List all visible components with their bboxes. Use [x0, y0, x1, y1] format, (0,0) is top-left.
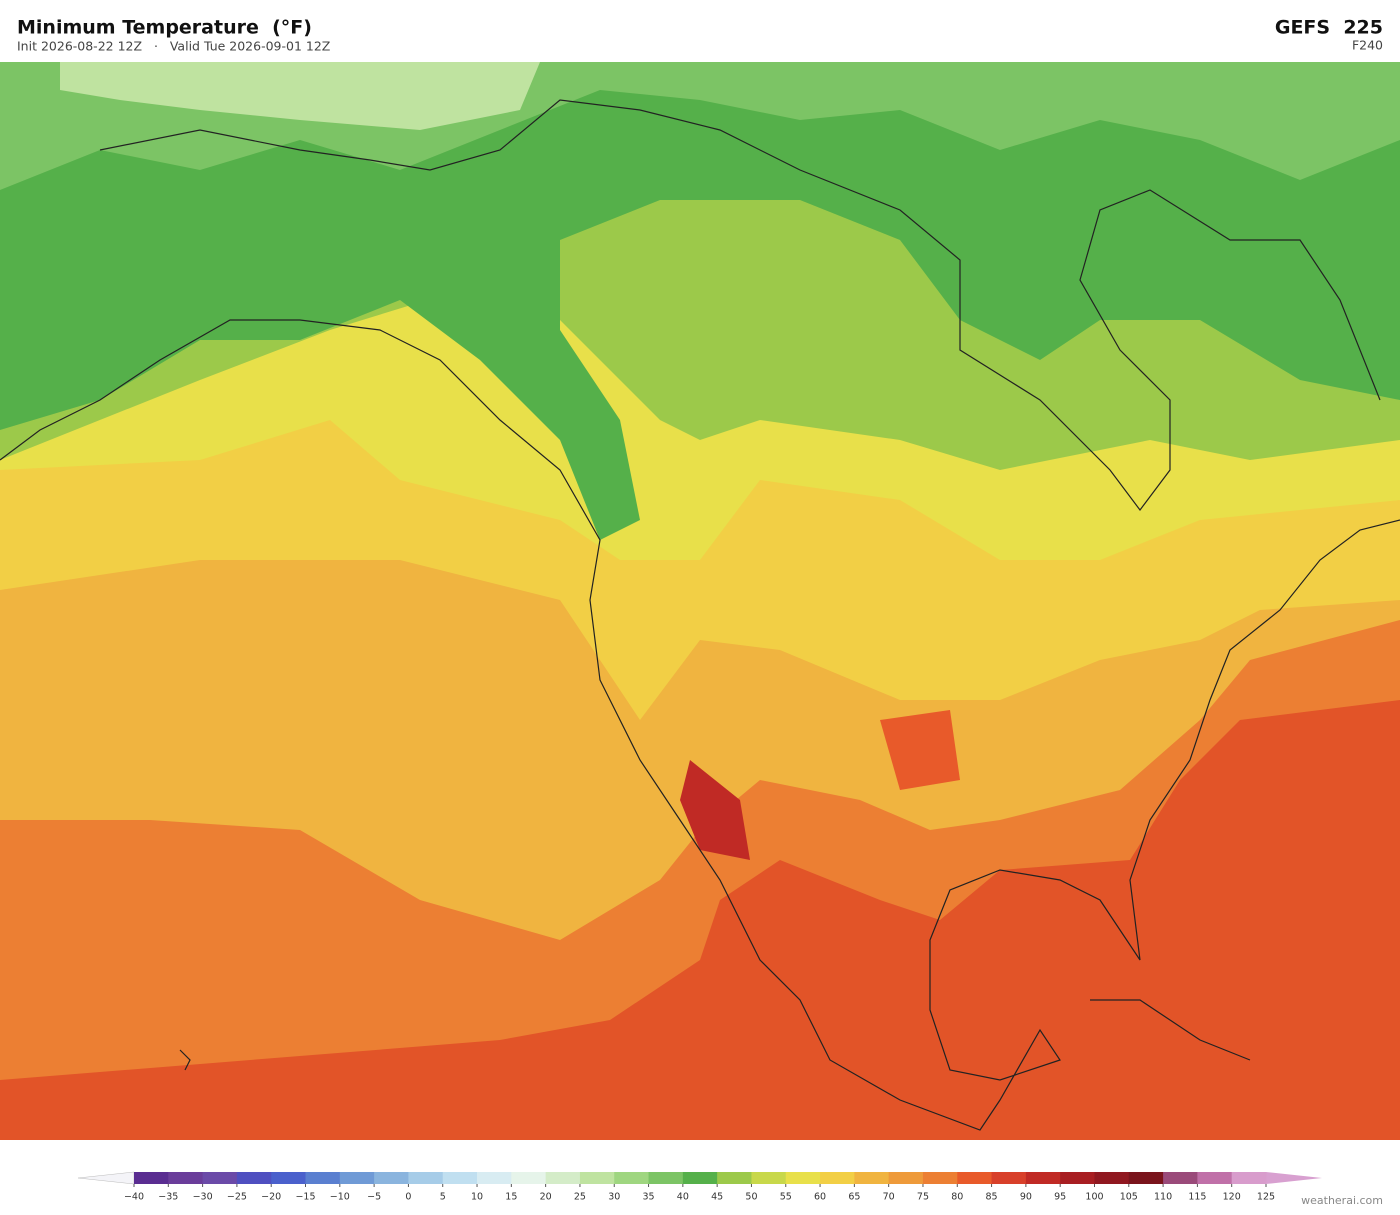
- colorbar-segment: [134, 1172, 169, 1184]
- title: Minimum Temperature (°F): [17, 17, 312, 39]
- colorbar-tick-label: 115: [1188, 1192, 1206, 1203]
- colorbar-segment: [545, 1172, 581, 1184]
- subtitle: Init 2026-08-22 12Z · Valid Tue 2026-09-…: [17, 39, 330, 54]
- colorbar-segment: [854, 1172, 890, 1184]
- temp-zone: [680, 760, 750, 860]
- forecast-hour: F240: [1352, 38, 1383, 53]
- colorbar-tick-label: 125: [1257, 1192, 1275, 1203]
- colorbar-segment: [614, 1172, 650, 1184]
- colorbar-segment: [1025, 1172, 1061, 1184]
- colorbar-segment: [991, 1172, 1027, 1184]
- temp-zone: [880, 710, 960, 790]
- colorbar-tick-label: 75: [917, 1192, 929, 1203]
- coastline: [0, 99, 1400, 1131]
- colorbar-segment: [1231, 1172, 1267, 1184]
- colorbar-tick-label: 15: [505, 1192, 517, 1203]
- colorbar-segment: [1060, 1172, 1095, 1184]
- colorbar-segment: [1094, 1172, 1130, 1184]
- colorbar-segment: [305, 1172, 341, 1184]
- colorbar-tick-label: 100: [1085, 1192, 1103, 1203]
- colorbar-segment: [1128, 1172, 1164, 1184]
- colorbar-tick-label: 120: [1223, 1192, 1241, 1203]
- colorbar-segment: [717, 1172, 752, 1184]
- colorbar-tick-label: 10: [471, 1192, 483, 1203]
- colorbar-tick-label: 5: [440, 1192, 446, 1203]
- colorbar-segment: [442, 1172, 478, 1184]
- colorbar-segment: [477, 1172, 512, 1184]
- colorbar-tick-label: 20: [540, 1192, 552, 1203]
- colorbar-tick-label: 55: [780, 1192, 792, 1203]
- colorbar-tick-label: −5: [367, 1192, 381, 1203]
- colorbar-segment: [1197, 1172, 1233, 1184]
- colorbar-tick-label: −30: [193, 1192, 213, 1203]
- colorbar-tick-label: −20: [261, 1192, 281, 1203]
- colorbar-tick-label: 110: [1154, 1192, 1172, 1203]
- colorbar-segment: [202, 1172, 238, 1184]
- colorbar-tick-label: 80: [951, 1192, 963, 1203]
- colorbar-tick-label: −35: [158, 1192, 178, 1203]
- colorbar-segment: [957, 1172, 993, 1184]
- colorbar-segment: [820, 1172, 855, 1184]
- colorbar-segment: [579, 1172, 615, 1184]
- colorbar-tick-label: 105: [1120, 1192, 1138, 1203]
- colorbar-tick-label: −40: [124, 1192, 144, 1203]
- colorbar-tick-label: 25: [574, 1192, 586, 1203]
- colorbar-tick-label: 65: [848, 1192, 860, 1203]
- colorbar-segment: [888, 1172, 924, 1184]
- model: GEFS 225: [1275, 17, 1383, 39]
- temp-zone: [0, 62, 1400, 540]
- colorbar-tick-label: 90: [1020, 1192, 1032, 1203]
- colorbar-segment: [1163, 1172, 1198, 1184]
- colorbar-segment: [339, 1172, 375, 1184]
- colorbar-tick-label: 95: [1054, 1192, 1066, 1203]
- colorbar-segment: [271, 1172, 307, 1184]
- colorbar-under: [77, 1171, 135, 1185]
- colorbar-tick-label: 85: [986, 1192, 998, 1203]
- colorbar-segment: [511, 1172, 547, 1184]
- map: [0, 62, 1400, 1140]
- colorbar-tick-label: 70: [883, 1192, 895, 1203]
- colorbar-segment: [648, 1172, 684, 1184]
- colorbar-tick-label: −25: [227, 1192, 247, 1203]
- colorbar-tick-label: 0: [405, 1192, 411, 1203]
- temp-zone: [60, 62, 540, 130]
- colorbar-segment: [682, 1172, 718, 1184]
- colorbar-tick-label: −15: [295, 1192, 315, 1203]
- colorbar-segment: [751, 1172, 787, 1184]
- colorbar-tick-label: 40: [677, 1192, 689, 1203]
- credit: weatherai.com: [1301, 1194, 1383, 1207]
- colorbar-segment: [374, 1172, 409, 1184]
- colorbar-segment: [236, 1172, 272, 1184]
- colorbar-tick-label: 50: [745, 1192, 757, 1203]
- colorbar-tick-label: 45: [711, 1192, 723, 1203]
- colorbar-tick-label: 35: [642, 1192, 654, 1203]
- colorbar-tick-label: 60: [814, 1192, 826, 1203]
- colorbar-segment: [922, 1172, 958, 1184]
- colorbar-tick-label: 30: [608, 1192, 620, 1203]
- colorbar-segment: [168, 1172, 204, 1184]
- colorbar-segment: [785, 1172, 821, 1184]
- colorbar-over: [1266, 1172, 1322, 1184]
- colorbar-segment: [408, 1172, 444, 1184]
- colorbar-tick-label: −10: [330, 1192, 350, 1203]
